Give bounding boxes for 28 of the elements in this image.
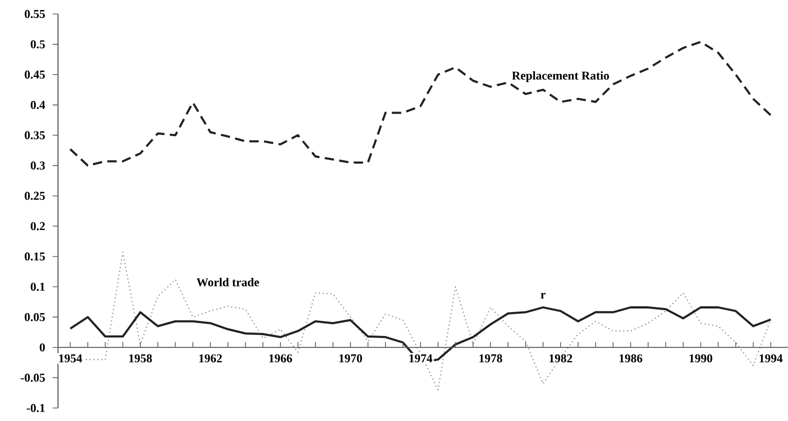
y-tick-label: 0.45	[24, 70, 45, 79]
y-tick-label: -0.05	[20, 374, 45, 382]
y-tick-label: 0.05	[24, 312, 45, 322]
line-series	[69, 40, 772, 167]
x-tick-label: 1974	[409, 354, 432, 362]
y-tick-label: 0.55	[24, 10, 45, 18]
x-tick-label: 1962	[199, 354, 222, 362]
series-label: World trade	[196, 278, 260, 286]
y-tick-label: 0.5	[30, 40, 45, 48]
x-tick-label: 1982	[550, 354, 572, 362]
x-tick-label: 1958	[129, 354, 152, 362]
y-tick-label: 0.3	[30, 161, 45, 170]
y-tick-label: 0.25	[24, 192, 45, 200]
x-tick-label: 1970	[339, 354, 362, 362]
x-tick-label: 1966	[269, 354, 292, 362]
y-tick-label: 0	[40, 343, 45, 352]
series-label: Replacement Ratio	[512, 71, 609, 82]
y-tick-label: 0.2	[30, 222, 45, 230]
y-tick-label: -0.1	[26, 404, 45, 412]
x-tick-label: 1978	[480, 354, 502, 362]
y-tick-label: 0.1	[30, 282, 45, 291]
y-tick-label: 0.15	[24, 252, 45, 261]
x-tick-label: 1990	[690, 354, 712, 362]
series-label: r	[540, 292, 546, 299]
x-tick-label: 1994	[760, 354, 783, 362]
y-tick-label: 0.4	[30, 100, 46, 109]
y-tick-label: 0.35	[24, 131, 45, 140]
x-tick-label: 1986	[620, 354, 642, 362]
